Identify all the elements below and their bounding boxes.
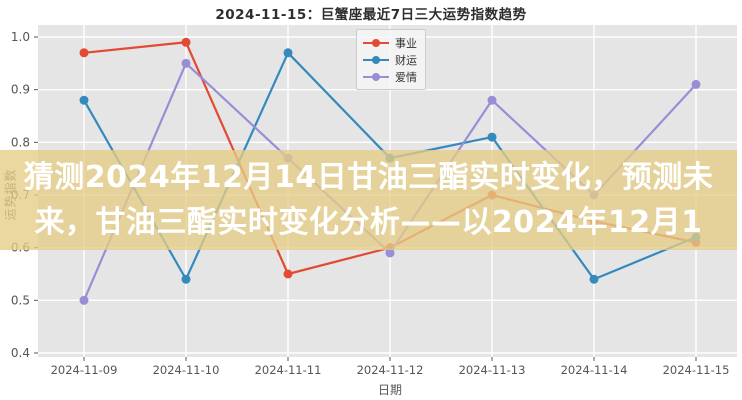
legend-item-事业: 事业 <box>363 34 417 51</box>
x-tick-label: 2024-11-10 <box>153 363 220 377</box>
overlay-banner: 猜测2024年12月14日甘油三酯实时变化，预测未 来，甘油三酯实时变化分析——… <box>0 150 737 250</box>
data-point-爱情 <box>691 79 701 89</box>
legend-line-marker-icon <box>363 68 389 85</box>
data-point-爱情 <box>181 58 191 68</box>
legend-line-marker-icon <box>363 34 389 51</box>
x-tick-label: 2024-11-11 <box>255 363 322 377</box>
legend-label: 事业 <box>395 36 417 50</box>
banner-text-line2: 来，甘油三酯实时变化分析——以2024年12月1 <box>34 205 703 240</box>
data-point-财运 <box>79 95 89 105</box>
legend: 事业 财运 爱情 <box>356 29 426 90</box>
data-point-事业 <box>283 269 293 279</box>
legend-label: 财运 <box>395 53 417 67</box>
legend-item-爱情: 爱情 <box>363 68 417 85</box>
x-tick-label: 2024-11-15 <box>663 363 730 377</box>
legend-item-财运: 财运 <box>363 51 417 68</box>
x-tick-label: 2024-11-12 <box>357 363 424 377</box>
data-point-事业 <box>181 37 191 47</box>
chart-title: 2024-11-15：巨蟹座最近7日三大运势指数趋势 <box>215 7 527 23</box>
data-point-爱情 <box>385 248 395 258</box>
y-tick-label: 0.5 <box>11 293 30 307</box>
x-axis-label: 日期 <box>377 383 402 397</box>
data-point-财运 <box>181 274 191 284</box>
data-point-事业 <box>79 48 89 58</box>
data-point-财运 <box>589 274 599 284</box>
data-point-爱情 <box>487 95 497 105</box>
data-point-财运 <box>283 48 293 58</box>
x-tick-label: 2024-11-14 <box>561 363 628 377</box>
banner-text-line1: 猜测2024年12月14日甘油三酯实时变化，预测未 <box>23 160 714 195</box>
y-tick-label: 0.8 <box>11 135 30 149</box>
data-point-爱情 <box>79 295 89 305</box>
x-tick-label: 2024-11-09 <box>51 363 118 377</box>
x-tick-label: 2024-11-13 <box>459 363 526 377</box>
legend-line-marker-icon <box>363 51 389 68</box>
y-tick-label: 0.4 <box>11 346 30 360</box>
legend-label: 爱情 <box>395 70 417 84</box>
y-tick-label: 0.9 <box>11 83 30 97</box>
data-point-财运 <box>487 132 497 142</box>
y-tick-label: 1.0 <box>11 30 30 44</box>
